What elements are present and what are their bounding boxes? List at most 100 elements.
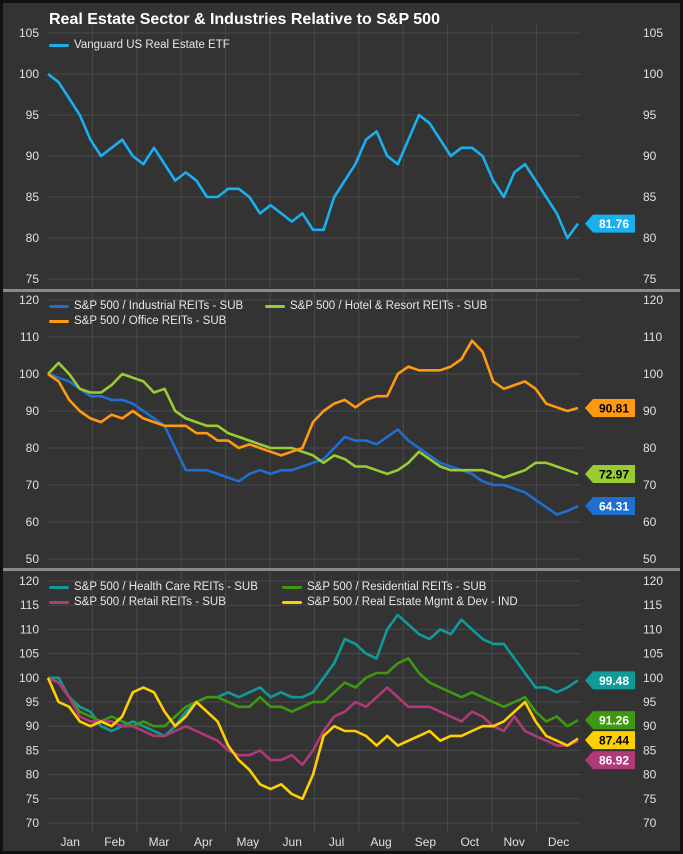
y-tick-label-left: 105 bbox=[19, 647, 39, 661]
series-line bbox=[47, 657, 579, 728]
legend-swatch bbox=[49, 585, 69, 589]
legend-item: Vanguard US Real Estate ETF bbox=[49, 39, 230, 51]
legend-label: S&P 500 / Hotel & Resort REITs - SUB bbox=[290, 300, 488, 312]
last-value-label: 81.76 bbox=[599, 217, 629, 231]
legend-item: S&P 500 / Residential REITs - SUB bbox=[282, 581, 486, 593]
last-value-label: 91.26 bbox=[599, 714, 629, 728]
y-tick-label-left: 95 bbox=[26, 108, 40, 122]
y-tick-label-left: 50 bbox=[26, 552, 40, 566]
x-tick-label: Feb bbox=[104, 835, 125, 849]
series-line bbox=[47, 676, 579, 767]
panel-separator bbox=[3, 568, 680, 571]
x-tick-label: Jan bbox=[61, 835, 80, 849]
y-tick-label-left: 75 bbox=[26, 792, 40, 806]
last-value-tag: 99.48 bbox=[585, 671, 635, 690]
last-value-tag: 81.76 bbox=[585, 214, 635, 233]
last-value-label: 86.92 bbox=[599, 754, 629, 768]
tag-shape bbox=[585, 671, 635, 690]
tag-shape bbox=[585, 399, 635, 418]
y-tick-label-right: 110 bbox=[643, 622, 662, 636]
y-tick-label-right: 90 bbox=[643, 719, 657, 733]
y-tick-label-left: 120 bbox=[19, 293, 39, 307]
last-value-label: 72.97 bbox=[599, 468, 629, 482]
y-tick-label-left: 85 bbox=[26, 190, 40, 204]
y-tick-label-right: 100 bbox=[643, 67, 663, 81]
legend-swatch bbox=[282, 600, 302, 604]
y-tick-label-right: 90 bbox=[643, 149, 657, 163]
x-tick-label: Jun bbox=[283, 835, 302, 849]
y-tick-label-right: 90 bbox=[643, 404, 657, 418]
legend-swatch bbox=[49, 43, 69, 47]
legend-swatch bbox=[49, 304, 69, 308]
y-tick-label-left: 115 bbox=[20, 598, 39, 612]
y-tick-label-left: 90 bbox=[26, 404, 40, 418]
y-tick-label-right: 110 bbox=[643, 330, 662, 344]
x-tick-label: Nov bbox=[504, 835, 525, 849]
y-tick-label-left: 110 bbox=[20, 330, 39, 344]
y-tick-label-right: 105 bbox=[643, 647, 663, 661]
x-tick-label: Aug bbox=[370, 835, 391, 849]
last-value-tag: 72.97 bbox=[585, 465, 635, 484]
x-tick-label: Sep bbox=[415, 835, 437, 849]
y-tick-label-right: 100 bbox=[643, 671, 663, 685]
legend-label: S&P 500 / Residential REITs - SUB bbox=[307, 581, 487, 593]
y-tick-label-left: 80 bbox=[26, 441, 40, 455]
last-value-label: 99.48 bbox=[599, 674, 629, 688]
last-value-tag: 86.92 bbox=[585, 751, 635, 770]
y-tick-label-left: 90 bbox=[26, 719, 40, 733]
y-tick-label-left: 100 bbox=[19, 367, 39, 381]
x-tick-label: Oct bbox=[460, 835, 479, 849]
y-tick-label-right: 120 bbox=[643, 293, 663, 307]
legend-swatch bbox=[49, 600, 69, 604]
x-tick-label: Mar bbox=[149, 835, 170, 849]
y-tick-label-left: 80 bbox=[26, 768, 40, 782]
series-line bbox=[48, 613, 579, 738]
y-tick-label-right: 70 bbox=[643, 478, 657, 492]
tag-shape bbox=[585, 731, 635, 750]
legend-item: S&P 500 / Real Estate Mgmt & Dev - IND bbox=[282, 596, 518, 608]
y-tick-label-right: 80 bbox=[643, 441, 657, 455]
y-tick-label-left: 70 bbox=[26, 478, 40, 492]
x-tick-label: Apr bbox=[194, 835, 213, 849]
tag-shape bbox=[585, 465, 635, 484]
tag-shape bbox=[585, 751, 635, 770]
last-value-tag: 87.44 bbox=[585, 731, 635, 750]
y-tick-label-left: 120 bbox=[19, 574, 39, 588]
y-tick-label-right: 75 bbox=[643, 272, 657, 286]
y-tick-label-left: 100 bbox=[19, 671, 39, 685]
y-tick-label-left: 95 bbox=[26, 695, 40, 709]
y-tick-label-left: 60 bbox=[26, 515, 40, 529]
legend-label: S&P 500 / Real Estate Mgmt & Dev - IND bbox=[307, 596, 518, 608]
tag-shape bbox=[585, 497, 635, 516]
y-tick-label-right: 80 bbox=[643, 231, 657, 245]
y-tick-label-right: 95 bbox=[643, 108, 657, 122]
tag-shape bbox=[585, 214, 635, 233]
panel-separator bbox=[3, 289, 680, 292]
y-tick-label-right: 95 bbox=[643, 695, 657, 709]
y-tick-label-right: 70 bbox=[643, 816, 657, 830]
series-line bbox=[47, 72, 580, 240]
y-tick-label-left: 75 bbox=[26, 272, 40, 286]
series-line bbox=[46, 677, 579, 801]
y-tick-label-right: 100 bbox=[643, 367, 663, 381]
last-value-label: 87.44 bbox=[599, 734, 629, 748]
y-tick-label-right: 105 bbox=[643, 26, 663, 40]
y-tick-label-right: 75 bbox=[643, 792, 657, 806]
y-tick-label-right: 50 bbox=[643, 552, 657, 566]
last-value-tag: 64.31 bbox=[585, 497, 635, 516]
legend-item: S&P 500 / Office REITs - SUB bbox=[49, 315, 226, 327]
y-tick-label-right: 115 bbox=[643, 598, 662, 612]
last-value-tag: 91.26 bbox=[585, 711, 635, 730]
tag-shape bbox=[585, 711, 635, 730]
y-tick-label-left: 85 bbox=[26, 743, 40, 757]
legend-swatch bbox=[49, 319, 69, 323]
series-line bbox=[47, 361, 579, 479]
legend-item: S&P 500 / Retail REITs - SUB bbox=[49, 596, 226, 608]
x-tick-label: May bbox=[236, 835, 259, 849]
legend-swatch bbox=[265, 304, 285, 308]
chart-canvas: 75 75 80 80 85 85 90 90 95 95 100 100 105 105 81.76 50 5… bbox=[3, 25, 680, 849]
y-tick-label-left: 100 bbox=[19, 67, 39, 81]
y-tick-label-right: 80 bbox=[643, 768, 657, 782]
legend-item: S&P 500 / Health Care REITs - SUB bbox=[49, 581, 258, 593]
